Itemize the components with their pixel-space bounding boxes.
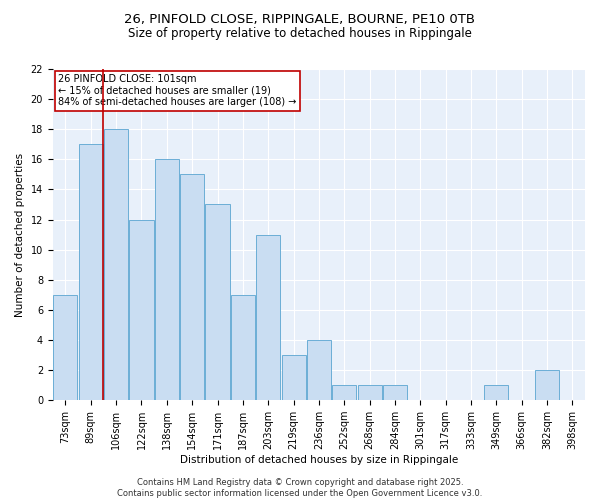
Bar [535, 370, 559, 400]
Bar [53, 295, 77, 400]
Bar [180, 174, 204, 400]
Text: 26 PINFOLD CLOSE: 101sqm
← 15% of detached houses are smaller (19)
84% of semi-d: 26 PINFOLD CLOSE: 101sqm ← 15% of detach… [58, 74, 296, 107]
Bar [383, 385, 407, 400]
Bar [484, 385, 508, 400]
Bar [307, 340, 331, 400]
Y-axis label: Number of detached properties: Number of detached properties [15, 152, 25, 316]
Bar [281, 355, 305, 400]
Bar [332, 385, 356, 400]
Bar [256, 234, 280, 400]
Bar [79, 144, 103, 400]
Bar [155, 160, 179, 400]
Text: 26, PINFOLD CLOSE, RIPPINGALE, BOURNE, PE10 0TB: 26, PINFOLD CLOSE, RIPPINGALE, BOURNE, P… [125, 12, 476, 26]
Bar [130, 220, 154, 400]
Bar [205, 204, 230, 400]
Bar [104, 129, 128, 400]
Bar [231, 295, 255, 400]
Bar [358, 385, 382, 400]
Text: Size of property relative to detached houses in Rippingale: Size of property relative to detached ho… [128, 28, 472, 40]
X-axis label: Distribution of detached houses by size in Rippingale: Distribution of detached houses by size … [180, 455, 458, 465]
Text: Contains HM Land Registry data © Crown copyright and database right 2025.
Contai: Contains HM Land Registry data © Crown c… [118, 478, 482, 498]
